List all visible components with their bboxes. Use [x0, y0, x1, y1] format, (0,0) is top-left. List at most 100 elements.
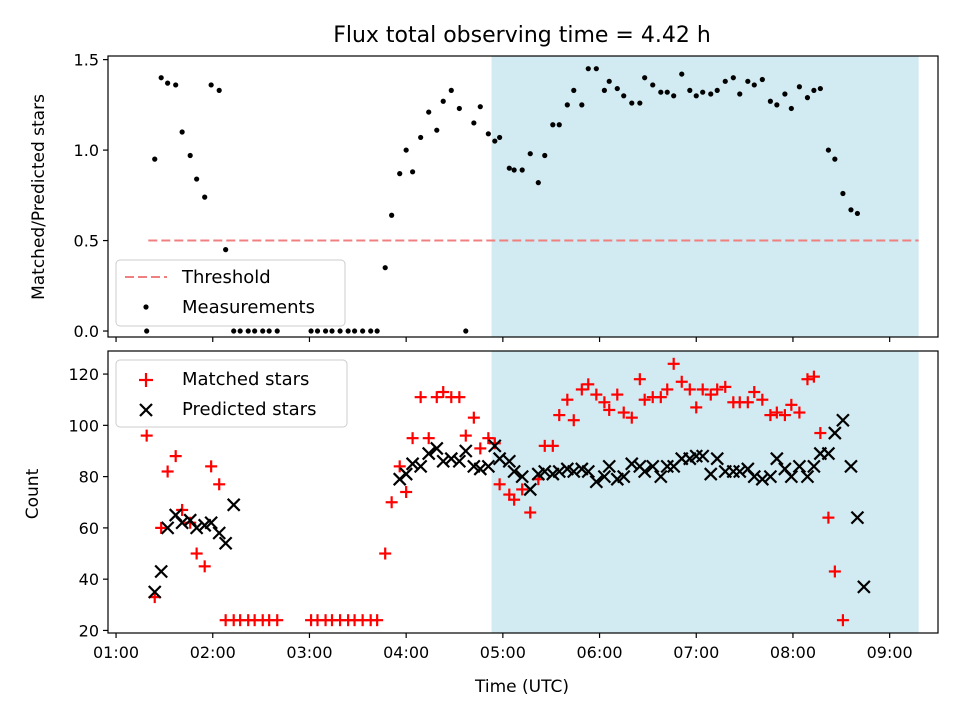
predicted-star-point	[552, 464, 567, 479]
matched-star-point	[516, 483, 529, 496]
y-tick-label: 100	[68, 416, 99, 435]
measurement-point	[434, 127, 440, 133]
legend-predicted-label: Predicted stars	[182, 399, 316, 420]
measurement-point	[708, 91, 714, 97]
measurement-point	[374, 328, 380, 334]
measurement-point	[571, 87, 577, 93]
predicted-star-point	[488, 439, 502, 453]
top-panel: 0.0 0.5 1.0 1.5 Matched/Predicted stars Thr…	[29, 51, 939, 342]
predicted-star-point	[784, 469, 799, 484]
measurement-point	[737, 91, 743, 97]
predicted-star-point	[452, 454, 467, 469]
measurement-point	[463, 328, 469, 334]
predicted-star-point	[625, 457, 639, 471]
y-tick-label: 80	[79, 468, 99, 487]
predicted-star-point	[515, 469, 529, 484]
matched-star-point	[190, 547, 203, 560]
measurement-point	[440, 98, 446, 104]
measurement-point	[585, 66, 591, 72]
predicted-star-point	[204, 515, 218, 530]
measurement-point	[527, 151, 533, 157]
matched-star-point	[778, 409, 791, 422]
matched-star-point	[611, 388, 624, 401]
matched-star-point	[406, 432, 419, 445]
matched-star-point	[161, 465, 174, 478]
predicted-star-point	[857, 580, 871, 594]
measurement-point	[593, 66, 599, 72]
matched-star-point	[508, 493, 521, 506]
predicted-star-point	[654, 469, 668, 484]
x-axis-label: Time (UTC)	[474, 677, 569, 697]
y-tick-label: 20	[79, 621, 99, 640]
x-tick-label: 09:00	[867, 643, 913, 662]
matched-star-point	[198, 560, 211, 573]
measurement-point	[471, 120, 477, 126]
measurement-point	[274, 328, 280, 334]
matched-star-point	[770, 406, 783, 419]
measurement-point	[621, 93, 627, 99]
matched-star-point	[385, 496, 398, 509]
measurement-point	[308, 328, 314, 334]
matched-star-point	[582, 378, 595, 391]
measurement-point	[382, 265, 388, 271]
predicted-star-point	[399, 467, 413, 481]
predicted-star-point	[413, 459, 428, 474]
matched-star-point	[379, 547, 392, 560]
matched-star-point	[836, 614, 849, 627]
matched-star-point	[213, 478, 226, 491]
measurement-point	[202, 194, 208, 200]
predicted-stars-points	[147, 413, 871, 599]
predicted-star-point	[502, 454, 517, 469]
measurement-point	[194, 176, 200, 182]
top-axes-frame	[107, 55, 939, 338]
measurement-point	[658, 89, 664, 95]
predicted-star-point	[147, 585, 162, 599]
matched-stars-points	[140, 357, 849, 627]
matched-star-point	[603, 403, 616, 416]
measurement-point	[759, 76, 765, 83]
matched-star-point	[371, 614, 384, 627]
y-tick-label: 120	[68, 365, 99, 384]
matched-star-point	[675, 375, 688, 388]
predicted-star-point	[836, 413, 850, 427]
measurement-point	[650, 82, 656, 88]
y-tick-label: 0.0	[74, 322, 99, 341]
measurement-point	[629, 100, 635, 106]
matched-star-point	[764, 409, 777, 422]
predicted-star-point	[807, 459, 821, 474]
measurement-point	[165, 80, 171, 86]
bottom-y-axis-label: Count	[23, 468, 43, 519]
measurement-point	[173, 82, 179, 88]
top-legend: Threshold Measurements	[115, 259, 346, 327]
measurement-point	[418, 134, 424, 141]
x-tick-label: 04:00	[383, 643, 429, 662]
y-tick-label: 1.0	[74, 141, 99, 160]
measurement-point	[360, 328, 366, 334]
predicted-star-point	[821, 446, 836, 461]
measurement-point	[751, 82, 757, 88]
measurement-point	[550, 122, 556, 128]
measurement-point	[329, 328, 335, 334]
legend-threshold-label: Threshold	[181, 267, 271, 288]
measurement-point	[664, 89, 670, 95]
measurement-point	[448, 87, 454, 93]
predicted-star-point	[763, 469, 778, 484]
measurement-point	[426, 109, 432, 115]
measurement-point	[767, 98, 773, 104]
x-tick-label: 02:00	[190, 643, 236, 662]
matched-star-point	[169, 450, 182, 463]
legend-measurements-swatch	[143, 304, 149, 310]
measurement-point	[158, 75, 164, 81]
legend-measurements-label: Measurements	[182, 297, 315, 318]
matched-star-point	[696, 383, 709, 396]
matched-star-point	[493, 478, 506, 491]
bottom-x-ticks: 01:00 02:00 03:00 04:00 05:00 06:00 07:00 08:00…	[93, 633, 913, 662]
matched-star-point	[704, 388, 717, 401]
measurement-point	[351, 328, 358, 334]
predicted-star-point	[492, 451, 507, 466]
measurement-point	[144, 328, 150, 334]
predicted-star-point	[523, 482, 538, 497]
matched-star-point	[661, 383, 674, 396]
